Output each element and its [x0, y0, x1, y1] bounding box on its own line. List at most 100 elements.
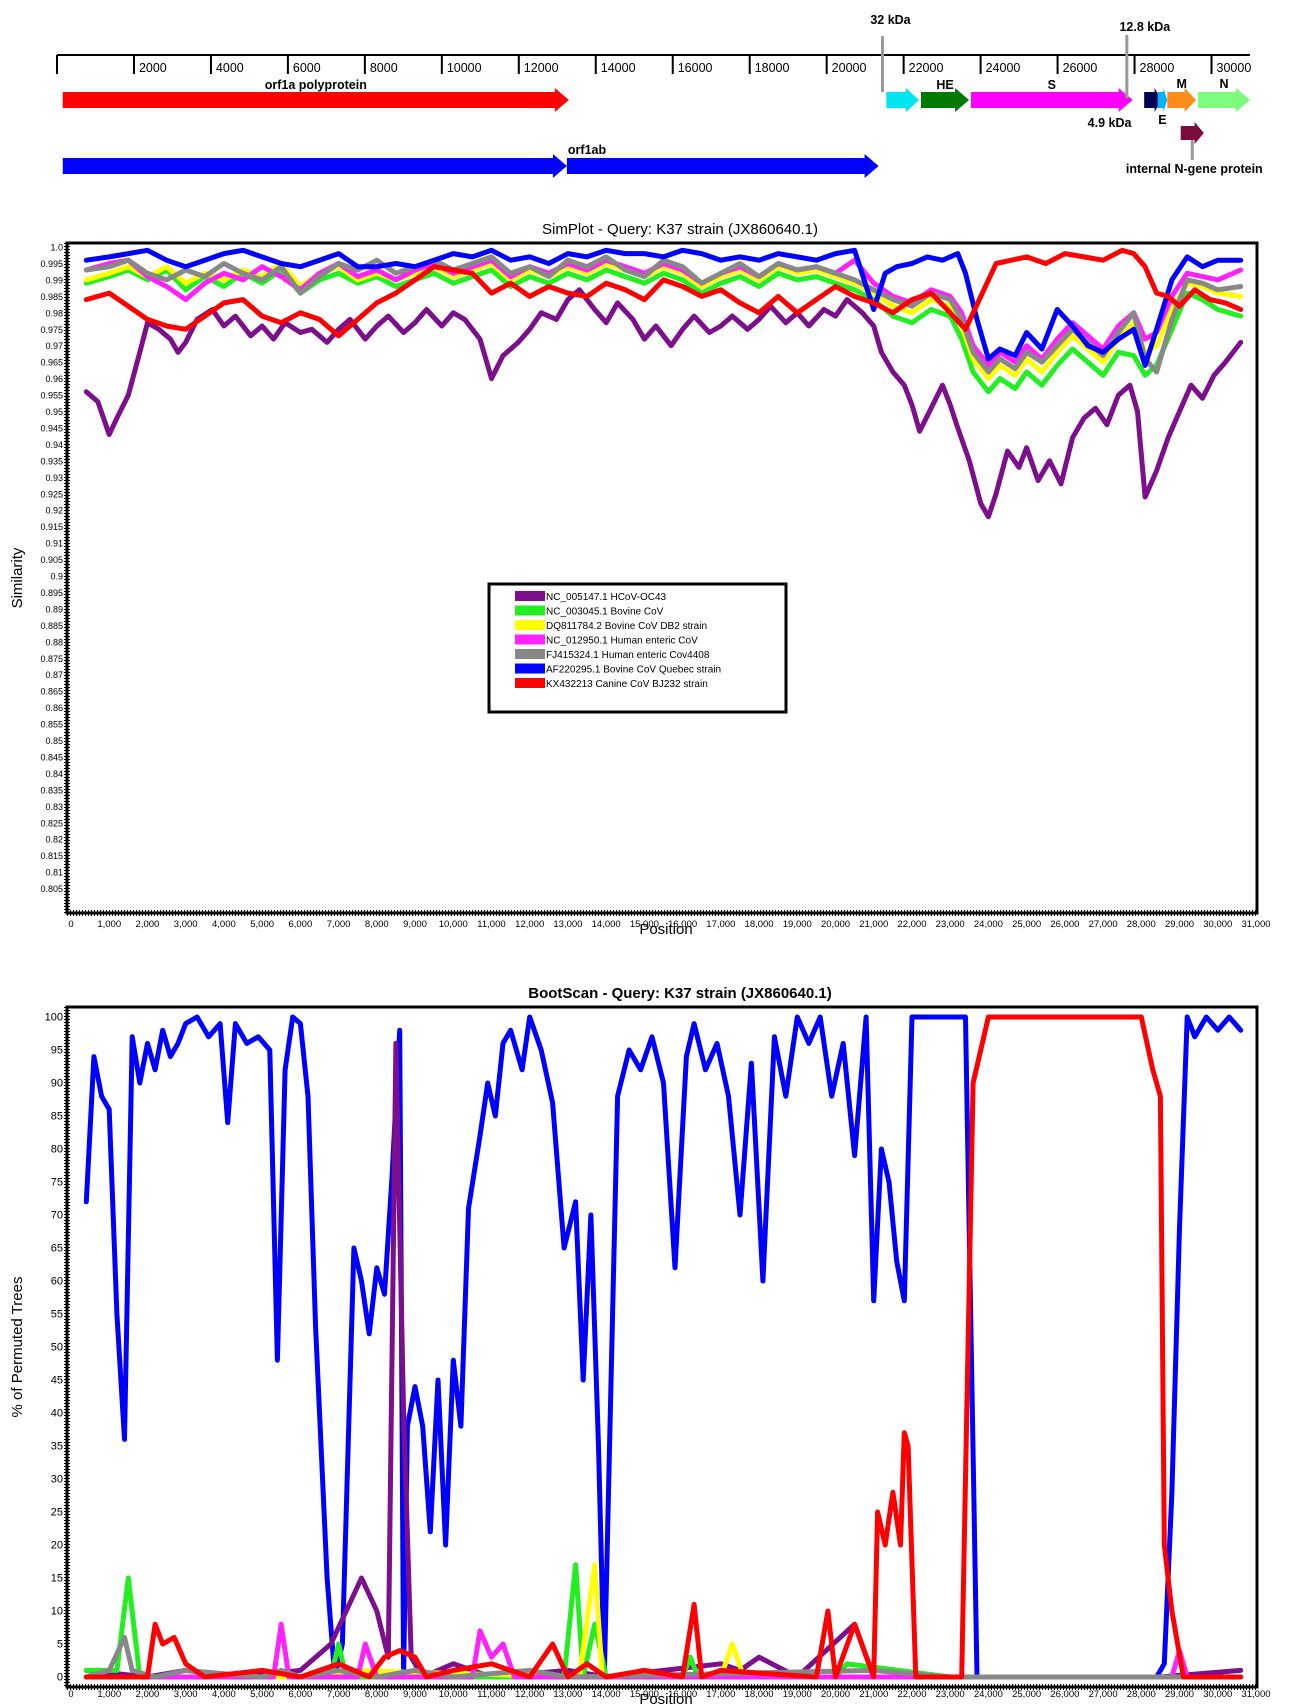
x-tick-label: 14,000	[592, 919, 621, 930]
genome-map: 2000 4000 6000 8000 10000 12000 14000 16000 1800…	[56, 13, 1263, 178]
gene-arrow	[62, 88, 569, 112]
y-tick-label: 60	[51, 1276, 63, 1288]
genome-scale-tick-label: 16000	[678, 61, 713, 75]
y-tick-label: 0.815	[40, 851, 63, 861]
y-tick-label: 0.9	[50, 572, 63, 582]
y-tick-label: 70	[51, 1210, 63, 1222]
x-tick-label: 18,000	[745, 919, 774, 930]
y-tick-label: 65	[51, 1243, 63, 1255]
legend-swatch	[515, 634, 545, 645]
y-tick-label: 0.955	[40, 391, 63, 401]
genome-scale-tick-label: 22000	[909, 61, 944, 75]
legend-entry: FJ415324.1 Human enteric Cov4408	[546, 650, 710, 661]
gene-arrow	[62, 154, 567, 178]
x-tick-label: 3,000	[174, 919, 198, 930]
x-tick-label: 29,000	[1165, 919, 1194, 930]
gene-label: orf1ab	[568, 143, 607, 157]
x-tick-label: 1,000	[97, 919, 121, 930]
simplot-legend: NC_005147.1 HCoV-OC43 NC_003045.1 Bovine …	[487, 582, 788, 714]
series-line	[83, 1014, 1244, 1680]
genome-scale-tick-label: 4000	[216, 61, 244, 75]
y-tick-label: 1.0	[50, 243, 63, 253]
x-tick-label: 16,000	[668, 919, 697, 930]
genome-scale-tick-label: 8000	[370, 61, 398, 75]
x-tick-label: 2,000	[136, 1689, 160, 1700]
legend-swatch	[515, 649, 545, 659]
x-tick-label: 13,000	[553, 1689, 582, 1700]
y-tick-label: 0.91	[45, 539, 63, 549]
x-tick-label: 28,000	[1127, 1689, 1156, 1700]
x-tick-label: 8,000	[365, 1689, 389, 1700]
y-tick-label: 0.905	[40, 555, 63, 565]
y-tick-label: 0.81	[45, 868, 63, 878]
callout-label: 4.9 kDa	[1088, 116, 1133, 130]
y-tick-label: 25	[51, 1507, 63, 1519]
y-tick-label: 0.83	[45, 802, 63, 812]
x-tick-label: 28,000	[1127, 919, 1156, 930]
x-tick-label: 10,000	[439, 1689, 468, 1700]
x-tick-label: 19,000	[783, 1689, 812, 1700]
x-tick-label: 0	[68, 1689, 73, 1700]
y-tick-label: 0.94	[45, 440, 63, 450]
y-tick-label: 0.93	[45, 473, 63, 483]
y-tick-label: 0.895	[40, 588, 63, 598]
x-tick-label: 31,000	[1241, 919, 1270, 930]
x-tick-label: 17,000	[706, 1689, 735, 1700]
y-tick-label: 0.985	[40, 292, 63, 302]
y-tick-label: 0.85	[45, 736, 63, 746]
gene-arrow	[886, 88, 920, 112]
gene-label: M	[1176, 77, 1186, 91]
x-tick-label: 10,000	[439, 919, 468, 930]
y-tick-label: 40	[51, 1408, 63, 1420]
y-tick-label: 0.96	[45, 374, 63, 384]
x-tick-label: 11,000	[477, 919, 505, 930]
genome-scale-tick-label: 18000	[755, 61, 790, 75]
x-tick-label: 13,000	[553, 919, 582, 930]
y-tick-label: 15	[51, 1573, 63, 1585]
y-tick-label: 0.995	[40, 259, 63, 269]
x-tick-label: 30,000	[1203, 919, 1232, 930]
callout-label: 12.8 kDa	[1119, 20, 1171, 34]
x-tick-label: 20,000	[821, 1689, 850, 1700]
series-line	[83, 247, 1244, 368]
y-tick-label: 0.845	[40, 752, 63, 762]
x-tick-label: 31,000	[1241, 1689, 1270, 1700]
legend-entry: AF220295.1 Bovine CoV Quebec strain	[546, 665, 721, 676]
y-tick-label: 0.825	[40, 818, 63, 828]
gene-label: N	[1220, 77, 1229, 91]
x-tick-label: 30,000	[1203, 1689, 1232, 1700]
simplot-y-axis-label: Similarity	[9, 547, 26, 608]
x-tick-label: 0	[68, 919, 73, 930]
genome-scale-tick-label: 20000	[832, 61, 867, 75]
x-tick-label: 18,000	[745, 1689, 774, 1700]
x-tick-label: 5,000	[250, 1689, 274, 1700]
y-tick-label: 0.97	[45, 341, 63, 351]
y-tick-label: 45	[51, 1375, 63, 1387]
bootscan-panel: BootScan - Query: K37 strain (JX860640.1…	[9, 985, 1271, 1707]
y-tick-label: 0.88	[45, 637, 63, 647]
y-tick-label: 0.805	[40, 884, 63, 894]
legend-entry: KX432213 Canine CoV BJ232 strain	[546, 679, 708, 690]
x-tick-label: 17,000	[706, 919, 735, 930]
genome-scale-tick-label: 24000	[986, 61, 1021, 75]
y-tick-label: 0.86	[45, 703, 63, 713]
y-tick-label: 0.92	[45, 506, 63, 516]
callout-label: 32 kDa	[870, 13, 911, 27]
y-tick-label: 35	[51, 1441, 63, 1453]
x-tick-label: 16,000	[668, 1689, 697, 1700]
gene-arrow	[920, 88, 970, 112]
y-tick-label: 0.915	[40, 522, 63, 532]
x-tick-label: 15,000	[630, 919, 659, 930]
bootscan-y-axis-label: % of Permuted Trees	[9, 1277, 26, 1418]
x-tick-label: 7,000	[327, 1689, 351, 1700]
x-tick-label: 4,000	[212, 919, 236, 930]
x-tick-label: 25,000	[1012, 919, 1041, 930]
legend-entry: NC_003045.1 Bovine CoV	[546, 607, 664, 618]
gene-arrow	[1198, 88, 1250, 112]
y-tick-label: 0.875	[40, 654, 63, 664]
x-tick-label: 27,000	[1089, 1689, 1118, 1700]
x-tick-label: 7,000	[327, 919, 351, 930]
x-tick-label: 29,000	[1165, 1689, 1194, 1700]
y-tick-label: 0.89	[45, 604, 63, 614]
